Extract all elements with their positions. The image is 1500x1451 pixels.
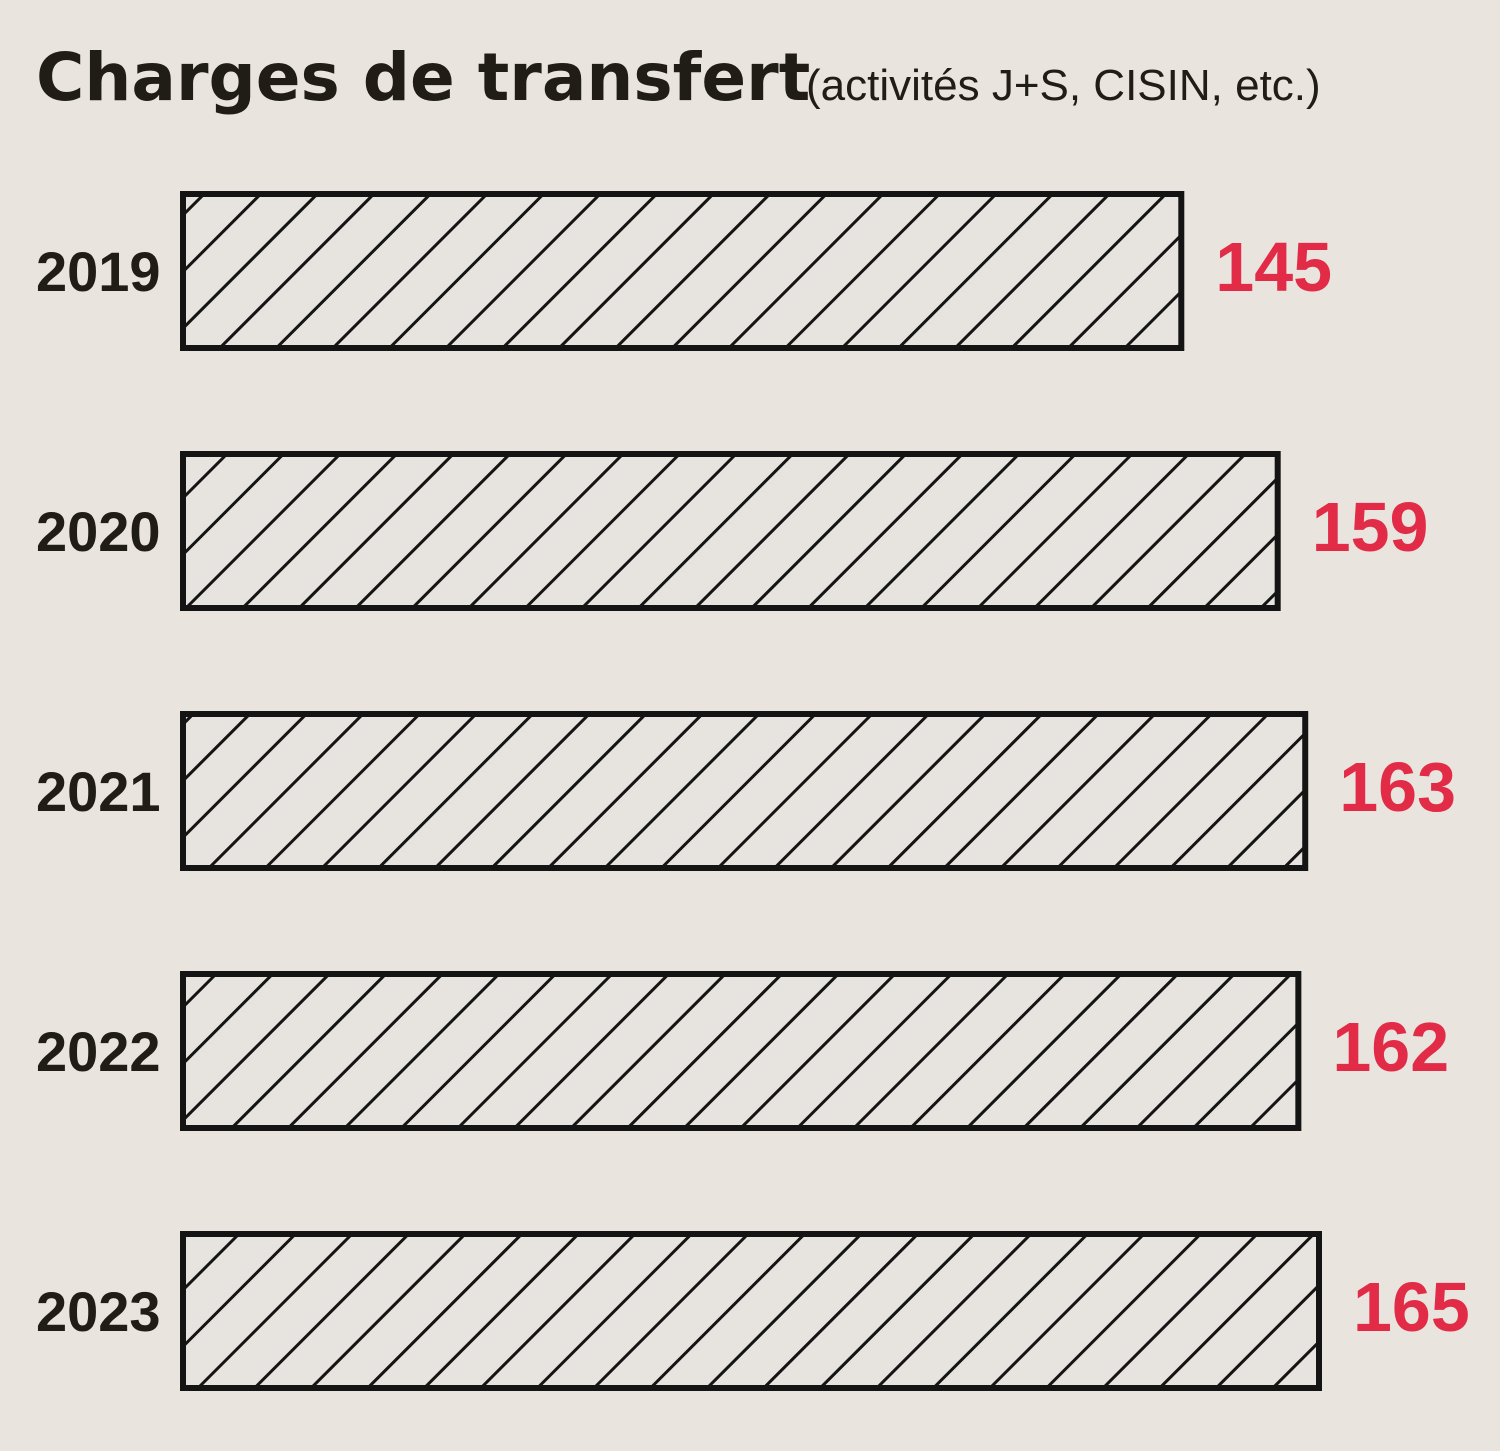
chart-title: Charges de transfert (36, 39, 810, 116)
value-label-2019: 145 (1215, 228, 1332, 306)
value-label-2021: 163 (1339, 748, 1456, 826)
bar-2022 (180, 971, 1302, 1131)
bars-group: 2019 145 2020 159 2021 163 2022 162 2023 165 (36, 191, 1470, 1391)
category-label-2022: 2022 (36, 1020, 161, 1083)
value-label-2022: 162 (1332, 1008, 1449, 1086)
bar-2020 (180, 451, 1281, 611)
category-label-2019: 2019 (36, 240, 161, 303)
value-label-2023: 165 (1353, 1268, 1470, 1346)
category-label-2020: 2020 (36, 500, 161, 563)
bar-2019 (180, 191, 1185, 351)
bar-2023 (180, 1231, 1322, 1391)
value-label-2020: 159 (1312, 488, 1429, 566)
category-label-2023: 2023 (36, 1280, 161, 1343)
chart-subtitle: (activités J+S, CISIN, etc.) (806, 61, 1321, 110)
bar-2021 (180, 711, 1309, 871)
category-label-2021: 2021 (36, 760, 161, 823)
